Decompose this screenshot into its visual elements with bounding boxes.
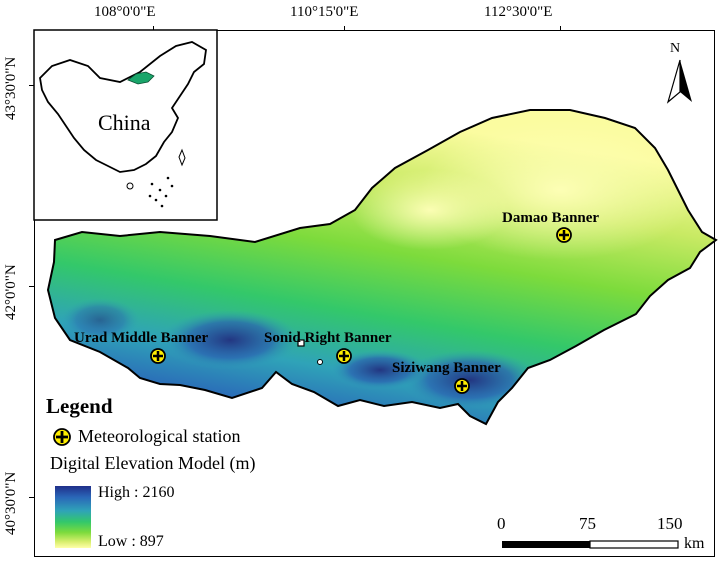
tick-mark-top-110: [344, 26, 345, 31]
study-area-boundary: [46, 109, 718, 426]
scale-label-75: 75: [579, 514, 596, 533]
tick-mark-left-40: [29, 497, 34, 498]
station-label-damao: Damao Banner: [502, 210, 599, 226]
station-marker-urad: [150, 348, 166, 364]
legend-station-label: Meteorological station: [78, 426, 241, 446]
taiwan-island: [178, 148, 186, 167]
dem-high-label: High : 2160: [98, 484, 175, 501]
longitude-tick-108: 108°0'0"E: [94, 4, 156, 20]
tick-mark-top-108: [153, 26, 154, 31]
tick-mark-left-43: [29, 85, 34, 86]
study-area-in-inset: [127, 71, 155, 85]
legend-dem-title: Digital Elevation Model (m): [50, 453, 256, 473]
scale-bar: [502, 540, 679, 549]
scale-label-150: 150: [657, 514, 683, 533]
station-label-sonid: Sonid Right Banner: [264, 330, 392, 346]
tick-mark-top-112: [560, 26, 561, 31]
south-china-sea-islands: [148, 176, 174, 208]
station-label-siziwang: Siziwang Banner: [392, 360, 501, 376]
legend-title: Legend: [46, 394, 113, 418]
scale-unit-label: km: [684, 535, 705, 552]
inset-china-label: China: [98, 110, 151, 135]
hainan-island: [126, 182, 134, 190]
longitude-tick-110-15: 110°15'0"E: [290, 4, 359, 20]
north-arrow-icon: [666, 59, 692, 104]
north-arrow-label: N: [670, 41, 681, 56]
small-enclave-marker: [297, 339, 305, 347]
scale-label-0: 0: [497, 514, 506, 533]
station-label-urad: Urad Middle Banner: [74, 330, 209, 346]
station-marker-sonid: [336, 348, 352, 364]
longitude-tick-112-30: 112°30'0"E: [484, 4, 553, 20]
dem-color-ramp: [55, 486, 91, 548]
station-marker-damao: [556, 227, 572, 243]
china-outline: [39, 41, 207, 173]
station-marker-siziwang: [454, 378, 470, 394]
small-enclave-marker-2: [317, 359, 323, 365]
tick-mark-left-42: [29, 286, 34, 287]
legend-station-icon: [53, 428, 71, 446]
dem-low-label: Low : 897: [98, 533, 164, 550]
